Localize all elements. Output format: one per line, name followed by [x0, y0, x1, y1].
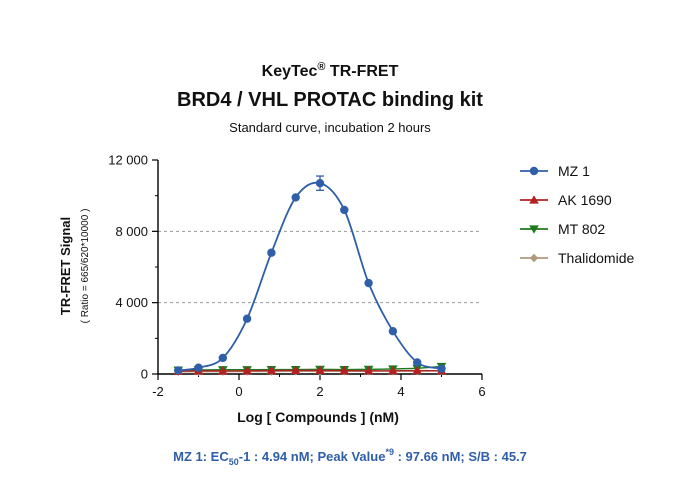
legend: MZ 1 AK 1690 MT 802 Thalidomide — [520, 163, 634, 266]
data-point — [266, 365, 277, 375]
data-point — [388, 365, 398, 375]
legend-label: MZ 1 — [558, 163, 590, 179]
legend-item: MT 802 — [520, 221, 605, 237]
x-tick-label: 2 — [316, 384, 323, 399]
data-point — [412, 365, 422, 375]
series-line — [178, 365, 442, 371]
chart-brand-title: KeyTec® TR-FRET — [262, 61, 399, 80]
data-point — [364, 278, 373, 288]
data-point — [267, 248, 276, 257]
data-point — [242, 365, 252, 375]
y-tick-label: 0 — [141, 367, 148, 382]
y-tick-label: 12 000 — [108, 153, 148, 168]
y-tick-label: 8 000 — [115, 224, 148, 239]
ec50-summary: MZ 1: EC50-1 : 4.94 nM; Peak Value*9 : 9… — [173, 447, 527, 467]
data-point — [291, 193, 300, 202]
legend-item: AK 1690 — [520, 192, 612, 208]
legend-marker — [529, 166, 539, 176]
legend-label: AK 1690 — [558, 192, 612, 208]
series-layer — [173, 175, 447, 377]
data-point — [340, 205, 349, 215]
data-point — [315, 178, 325, 188]
series-ak-1690 — [173, 365, 447, 375]
legend-item: Thalidomide — [520, 250, 634, 266]
data-point — [413, 358, 422, 367]
x-tick-label: 4 — [397, 384, 404, 399]
data-point — [218, 353, 227, 363]
data-point — [339, 365, 350, 375]
data-point — [388, 327, 398, 336]
data-point — [242, 314, 252, 323]
x-tick-label: 6 — [478, 384, 485, 399]
gridlines — [158, 230, 482, 304]
x-axis-label: Log [ Compounds ] (nM) — [237, 409, 399, 425]
data-point — [174, 366, 183, 375]
y-axis-sublabel: ( Ratio = 665/620*10000 ) — [80, 209, 91, 324]
y-tick-label: 4 000 — [115, 295, 148, 310]
x-tick-label: 0 — [235, 384, 242, 399]
axes — [157, 160, 482, 375]
chart-title: BRD4 / VHL PROTAC binding kit — [177, 89, 483, 111]
x-axis-ticks: -2 0 2 4 6 — [152, 374, 486, 399]
legend-marker — [529, 225, 539, 234]
data-point — [363, 365, 374, 375]
chart-subtitle: Standard curve, incubation 2 hours — [229, 120, 431, 135]
x-tick-label: -2 — [152, 384, 164, 399]
legend-label: MT 802 — [558, 221, 605, 237]
series-mz-1 — [174, 175, 446, 375]
series-line — [178, 369, 442, 373]
legend-item: MZ 1 — [520, 163, 590, 179]
data-point — [315, 365, 325, 375]
data-point — [437, 364, 446, 373]
y-axis-label: TR-FRET Signal — [58, 217, 73, 315]
data-point — [194, 363, 203, 372]
legend-marker — [529, 195, 539, 204]
legend-label: Thalidomide — [558, 250, 634, 266]
data-point — [218, 366, 228, 375]
data-point — [290, 365, 301, 375]
y-axis-ticks: 0 4 000 8 000 12 000 — [108, 153, 158, 382]
legend-marker — [529, 253, 539, 263]
series-line — [178, 181, 442, 372]
